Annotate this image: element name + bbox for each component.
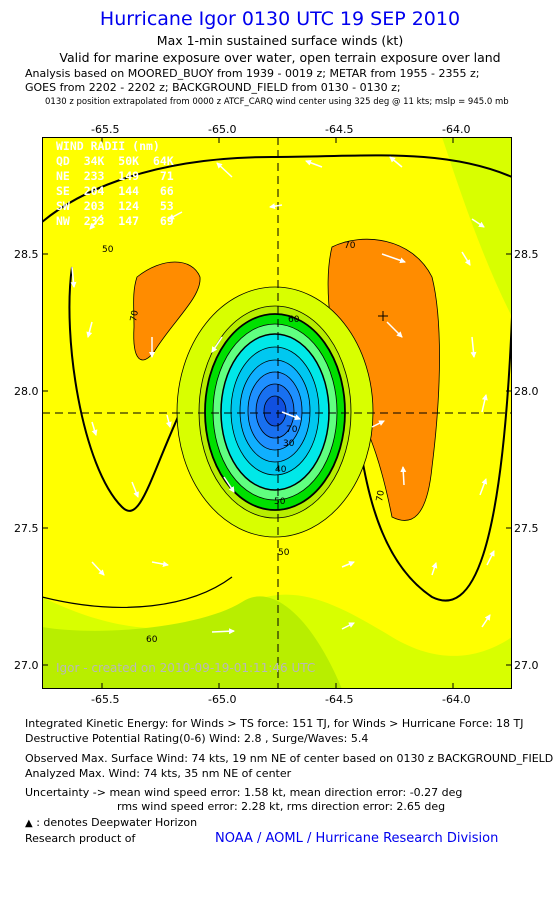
lat-tick-left-2: 28.0 [14, 385, 39, 398]
position-note: 0130 z position extrapolated from 0000 z… [45, 97, 509, 107]
contour-label: 70 [286, 425, 298, 435]
lon-tick-top-4: -64.0 [442, 123, 471, 136]
contour-label: 50 [278, 548, 290, 558]
wind-vectors [70, 156, 495, 635]
contour-label: 40 [275, 465, 287, 475]
contour-label: 30 [283, 439, 295, 449]
map-frame [42, 137, 512, 689]
lat-tick-left-1: 28.5 [14, 248, 39, 261]
lat-tick-right-3: 27.5 [514, 522, 539, 535]
contour-label: 50 [102, 245, 114, 255]
subtitle-exposure: Valid for marine exposure over water, op… [59, 50, 501, 65]
contour-label: 50 [274, 497, 286, 507]
contour-70-north [42, 154, 512, 223]
lat-tick-right-4: 27.0 [514, 659, 539, 672]
wind-radii-row-se: SE 204 144 66 [56, 184, 174, 198]
lon-tick-bottom-4: -64.0 [442, 693, 471, 706]
lat-tick-right-1: 28.5 [514, 248, 539, 261]
analyzed-max-line: Analyzed Max. Wind: 74 kts, 35 nm NE of … [25, 767, 292, 780]
max-wind-marker [378, 311, 388, 321]
wind-max-west [133, 261, 201, 361]
lon-tick-top-1: -65.5 [91, 123, 120, 136]
analysis-sources-line1: Analysis based on MOORED_BUOY from 1939 … [25, 67, 480, 80]
research-label: Research product of [25, 832, 136, 845]
deepwater-legend: ▲ : denotes Deepwater Horizon [25, 816, 197, 829]
lat-tick-left-3: 27.5 [14, 522, 39, 535]
contour-label: 70 [375, 489, 387, 502]
creation-watermark: Igor - created on 2010-09-19-01:11:46 UT… [56, 661, 316, 675]
contour-label: 60 [288, 315, 300, 325]
lat-tick-left-4: 27.0 [14, 659, 39, 672]
contour-label: 60 [146, 635, 158, 645]
wind-field-map: 70 70 60 70 50 40 30 70 50 50 60 [42, 137, 512, 689]
vortex-ring-5 [263, 395, 287, 427]
lon-tick-bottom-2: -65.0 [208, 693, 237, 706]
wind-radii-columns: QD 34K 50K 64K [56, 154, 174, 168]
wind-band-50-60-south [42, 596, 342, 689]
wind-radii-header: WIND RADII (nm) [56, 139, 160, 153]
lat-tick-right-2: 28.0 [514, 385, 539, 398]
contour-label: 70 [344, 241, 356, 251]
lon-tick-bottom-1: -65.5 [91, 693, 120, 706]
contour-60-south [42, 576, 233, 608]
wind-radii-row-sw: SW 203 124 53 [56, 199, 174, 213]
lon-tick-top-2: -65.0 [208, 123, 237, 136]
wind-band-60-70-ne [442, 137, 512, 317]
noaa-credit-link[interactable]: NOAA / AOML / Hurricane Research Divisio… [215, 831, 499, 846]
lon-tick-top-3: -64.5 [325, 123, 354, 136]
ike-line: Integrated Kinetic Energy: for Winds > T… [25, 717, 524, 730]
observed-max-line: Observed Max. Surface Wind: 74 kts, 19 n… [25, 752, 554, 765]
deepwater-label: : denotes Deepwater Horizon [36, 816, 198, 829]
uncertainty-line2: rms wind speed error: 2.28 kt, rms direc… [117, 800, 446, 813]
dpr-line: Destructive Potential Rating(0-6) Wind: … [25, 732, 369, 745]
analysis-sources-line2: GOES from 2202 - 2202 z; BACKGROUND_FIEL… [25, 81, 401, 94]
wind-radii-row-ne: NE 233 149 71 [56, 169, 174, 183]
platform-icon: ▲ [25, 818, 33, 829]
map-title: Hurricane Igor 0130 UTC 19 SEP 2010 [99, 8, 461, 30]
contour-label: 70 [129, 309, 141, 322]
lon-tick-bottom-3: -64.5 [325, 693, 354, 706]
wind-radii-row-nw: NW 233 147 69 [56, 214, 174, 228]
uncertainty-line1: Uncertainty -> mean wind speed error: 1.… [25, 786, 463, 799]
subtitle-wind-type: Max 1-min sustained surface winds (kt) [156, 33, 404, 48]
